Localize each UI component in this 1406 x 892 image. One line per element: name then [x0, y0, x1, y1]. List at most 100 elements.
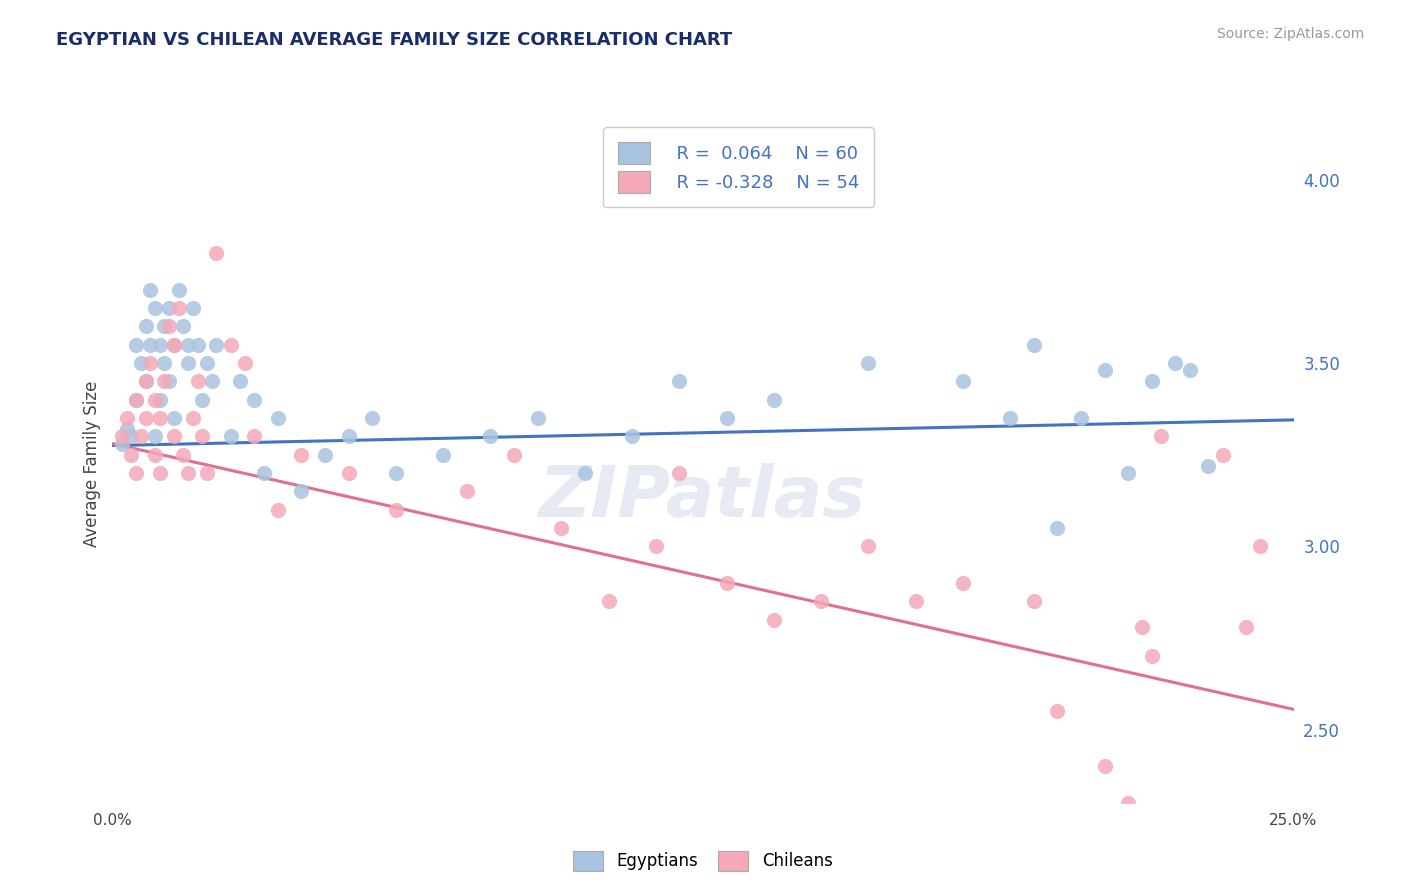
Point	[1116, 796, 1139, 810]
Point	[858, 356, 880, 370]
Point	[998, 411, 1021, 425]
Point	[1022, 594, 1045, 608]
Point	[952, 375, 974, 389]
Point	[139, 337, 162, 351]
Point	[574, 466, 596, 480]
Point	[143, 392, 166, 407]
Point	[644, 539, 666, 553]
Point	[1198, 458, 1220, 473]
Point	[267, 411, 290, 425]
Legend:   R =  0.064    N = 60,   R = -0.328    N = 54: R = 0.064 N = 60, R = -0.328 N = 54	[603, 128, 873, 207]
Point	[432, 448, 454, 462]
Point	[1046, 521, 1069, 535]
Point	[1070, 411, 1092, 425]
Point	[163, 337, 186, 351]
Point	[1094, 759, 1116, 773]
Point	[115, 411, 138, 425]
Text: EGYPTIAN VS CHILEAN AVERAGE FAMILY SIZE CORRELATION CHART: EGYPTIAN VS CHILEAN AVERAGE FAMILY SIZE …	[56, 31, 733, 49]
Point	[1140, 649, 1163, 664]
Point	[195, 356, 218, 370]
Point	[201, 375, 224, 389]
Point	[135, 375, 157, 389]
Point	[479, 429, 502, 443]
Point	[526, 411, 548, 425]
Point	[153, 375, 176, 389]
Point	[177, 337, 200, 351]
Point	[385, 502, 408, 516]
Legend: Egyptians, Chileans: Egyptians, Chileans	[565, 842, 841, 880]
Point	[143, 429, 166, 443]
Point	[135, 411, 157, 425]
Point	[125, 392, 148, 407]
Point	[177, 466, 200, 480]
Point	[1022, 337, 1045, 351]
Point	[1116, 466, 1139, 480]
Point	[290, 448, 312, 462]
Point	[149, 466, 172, 480]
Point	[1178, 363, 1201, 377]
Text: Source: ZipAtlas.com: Source: ZipAtlas.com	[1216, 27, 1364, 41]
Point	[219, 429, 242, 443]
Point	[157, 319, 180, 334]
Point	[621, 429, 644, 443]
Point	[1140, 375, 1163, 389]
Point	[243, 392, 266, 407]
Point	[143, 448, 166, 462]
Point	[139, 356, 162, 370]
Point	[337, 429, 360, 443]
Point	[219, 337, 242, 351]
Point	[716, 576, 738, 591]
Point	[191, 429, 214, 443]
Point	[157, 375, 180, 389]
Point	[157, 301, 180, 315]
Point	[149, 392, 172, 407]
Point	[186, 375, 208, 389]
Point	[1046, 704, 1069, 718]
Point	[129, 429, 152, 443]
Point	[337, 466, 360, 480]
Point	[172, 319, 194, 334]
Point	[153, 356, 176, 370]
Point	[385, 466, 408, 480]
Point	[233, 356, 256, 370]
Point	[153, 319, 176, 334]
Point	[1234, 620, 1257, 634]
Point	[181, 301, 204, 315]
Point	[125, 466, 148, 480]
Point	[858, 539, 880, 553]
Point	[149, 411, 172, 425]
Point	[229, 375, 252, 389]
Point	[135, 375, 157, 389]
Point	[149, 337, 172, 351]
Point	[120, 448, 142, 462]
Point	[361, 411, 384, 425]
Point	[191, 392, 214, 407]
Point	[172, 448, 194, 462]
Point	[598, 594, 620, 608]
Point	[904, 594, 927, 608]
Point	[267, 502, 290, 516]
Point	[120, 429, 142, 443]
Point	[139, 283, 162, 297]
Point	[115, 422, 138, 436]
Point	[668, 466, 690, 480]
Point	[668, 375, 690, 389]
Point	[167, 301, 190, 315]
Point	[762, 613, 785, 627]
Point	[111, 429, 134, 443]
Point	[111, 436, 134, 450]
Point	[810, 594, 832, 608]
Point	[716, 411, 738, 425]
Point	[195, 466, 218, 480]
Point	[550, 521, 572, 535]
Point	[135, 319, 157, 334]
Point	[163, 429, 186, 443]
Point	[163, 337, 186, 351]
Y-axis label: Average Family Size: Average Family Size	[83, 381, 101, 547]
Point	[143, 301, 166, 315]
Point	[503, 448, 526, 462]
Point	[186, 337, 208, 351]
Point	[125, 337, 148, 351]
Point	[1130, 620, 1153, 634]
Point	[1164, 356, 1187, 370]
